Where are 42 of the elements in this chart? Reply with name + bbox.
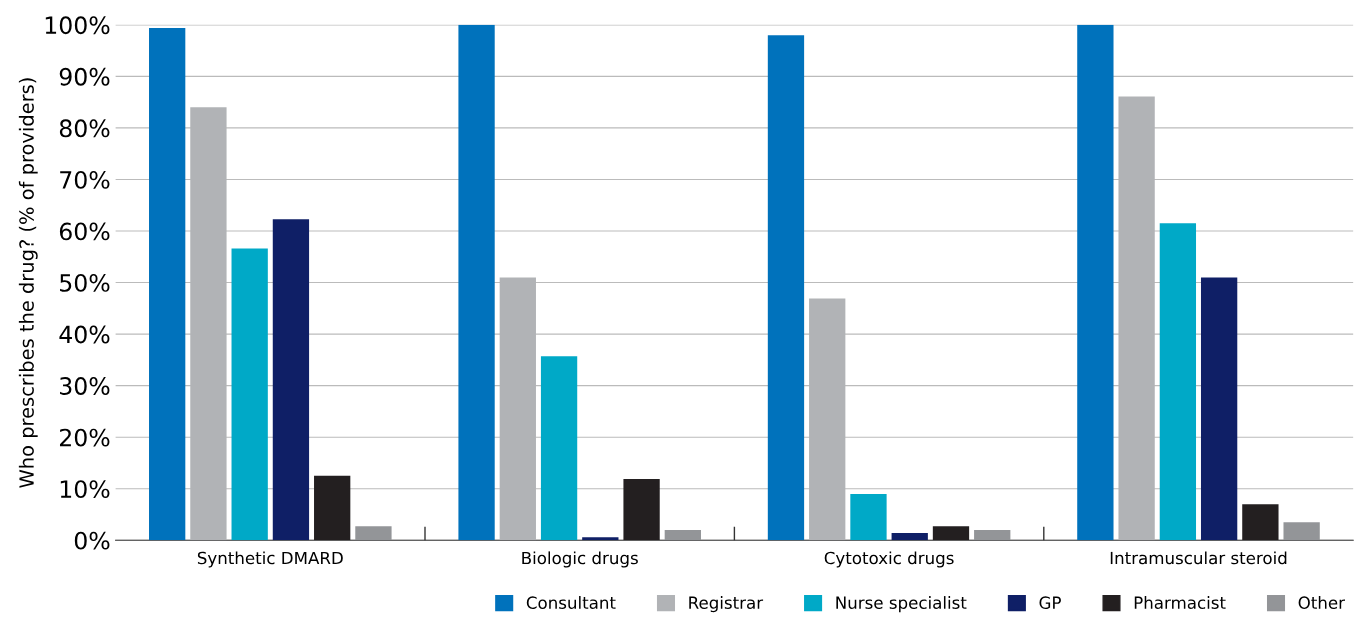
bar: [664, 529, 701, 541]
y-tick-label: 70%: [60, 170, 110, 189]
legend-label: Nurse specialist: [836, 596, 967, 613]
x-tick-label: Synthetic DMARD: [197, 551, 343, 568]
y-tick-label: 10%: [60, 480, 110, 499]
y-tick-label: 60%: [59, 222, 110, 241]
bar: [355, 526, 392, 541]
bar: [1283, 522, 1320, 541]
legend-label: GP: [1039, 596, 1061, 609]
y-tick-label: 100%: [45, 16, 110, 35]
legend-label: Consultant: [526, 596, 616, 609]
bar: [1200, 277, 1238, 541]
y-tick-label: 20%: [59, 428, 110, 447]
bar: [1077, 24, 1114, 541]
bar: [1242, 504, 1279, 541]
legend-label: Pharmacist: [1134, 596, 1226, 609]
bar: [314, 475, 351, 541]
legend-label: Other: [1298, 596, 1345, 609]
legend-label: Registrar: [689, 596, 764, 613]
y-tick-label: 30%: [60, 377, 110, 395]
y-tick-label: 80%: [59, 119, 110, 138]
bar: [850, 493, 887, 541]
bar: [1159, 223, 1197, 541]
y-axis-title: Who prescribes the drug? (% of providers): [18, 78, 38, 488]
bar: [891, 533, 928, 541]
x-tick-label: Biologic drugs: [522, 551, 638, 568]
bar: [974, 529, 1011, 541]
bar: [231, 248, 268, 541]
bar: [540, 356, 578, 541]
y-tick-label: 90%: [59, 67, 110, 86]
y-tick-label: 0%: [74, 531, 110, 550]
bar: [272, 219, 310, 541]
y-tick-label: 40%: [59, 325, 110, 344]
bar: [149, 27, 186, 541]
bar: [767, 35, 805, 541]
bar: [582, 537, 619, 541]
bar: [932, 526, 970, 541]
bar: [623, 478, 660, 541]
y-tick-label: 50%: [60, 274, 110, 292]
x-tick-label: Cytotoxic drugs: [824, 551, 954, 568]
x-tick-label: Intramuscular steroid: [1110, 551, 1287, 565]
bar: [458, 24, 495, 541]
